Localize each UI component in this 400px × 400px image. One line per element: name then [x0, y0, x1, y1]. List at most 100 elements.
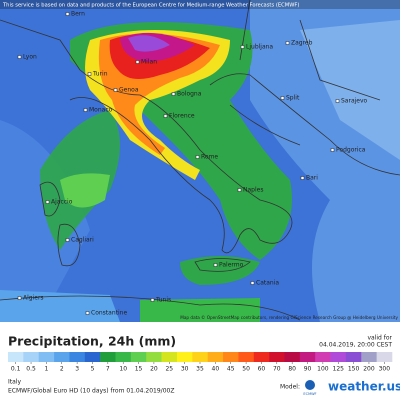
tick-label: 0.5 — [26, 366, 36, 373]
color-swatch — [23, 352, 40, 362]
tick-label: 90 — [304, 366, 312, 373]
city-label: Bari — [306, 175, 318, 182]
map-attribution: Map data © OpenStreetMap contributors, r… — [180, 315, 398, 320]
city-marker — [195, 155, 200, 159]
model-label: Model: — [280, 384, 300, 391]
color-swatch — [130, 352, 147, 362]
city-label: Ajaccio — [51, 199, 73, 206]
service-notice: This service is based on data and produc… — [2, 3, 299, 9]
city-marker — [17, 296, 22, 300]
provider-logo — [305, 380, 315, 390]
city-label: Monaco — [89, 107, 113, 114]
color-swatch — [376, 352, 393, 362]
tick-label: 7 — [106, 366, 110, 373]
brand[interactable]: weather.us — [328, 380, 400, 394]
color-swatch — [8, 352, 24, 362]
precip-area — [128, 35, 170, 52]
color-swatch — [345, 352, 362, 362]
city-marker — [285, 41, 290, 45]
tick-label: 300 — [379, 366, 391, 373]
city-marker — [83, 108, 88, 112]
valid-time: 04.04.2019, 20:00 CEST — [319, 342, 392, 349]
city-label: Lyon — [23, 54, 37, 61]
color-swatch — [161, 352, 178, 362]
tick-label: 150 — [348, 366, 360, 373]
model-run: ECMWF/Global Euro HD (10 days) from 01.0… — [8, 388, 174, 395]
notice-bar — [0, 0, 400, 9]
precip-area — [0, 290, 120, 322]
tick-label: 125 — [333, 366, 345, 373]
region: Italy — [8, 379, 21, 386]
city-label: Bologna — [177, 91, 202, 98]
color-swatch — [69, 352, 86, 362]
color-swatch — [315, 352, 331, 362]
coastlines — [0, 0, 400, 321]
city-marker — [113, 88, 118, 92]
city-marker — [45, 200, 50, 204]
city-label: Constantine — [91, 310, 127, 317]
city-marker — [150, 298, 155, 302]
color-swatch — [238, 352, 255, 362]
city-label: Tunis — [155, 297, 171, 304]
city-marker — [280, 96, 285, 100]
city-marker — [335, 99, 340, 103]
city-marker — [240, 45, 245, 49]
tick-label: 5 — [91, 366, 95, 373]
city-marker — [171, 92, 176, 96]
tick-label: 45 — [227, 366, 235, 373]
city-labels: Lyon Bern Milan Turin Genoa Monaco Bologna Flor… — [17, 11, 368, 317]
colorbar: 0.1 0.5 1 2 3 5 7 10 15 20 25 30 35 40 45 50 60 70 80 90 100… — [8, 352, 393, 373]
color-swatch — [115, 352, 132, 362]
tick-label: 3 — [75, 366, 79, 373]
color-swatch — [361, 352, 377, 362]
color-swatch — [84, 352, 101, 362]
precip-area — [60, 173, 110, 208]
tick-label: 0.1 — [11, 366, 21, 373]
city-label: Sarajevo — [341, 98, 368, 105]
legend-title: Precipitation, 24h (mm) — [8, 334, 176, 349]
city-label: Split — [286, 95, 300, 102]
city-label: Zagreb — [291, 40, 313, 47]
tick-label: 70 — [273, 366, 281, 373]
color-swatch — [54, 352, 70, 362]
color-swatch — [192, 352, 208, 362]
city-label: Palermo — [219, 262, 244, 269]
tick-label: 15 — [135, 366, 143, 373]
valid-label: valid for — [367, 335, 392, 342]
tick-label: 80 — [288, 366, 296, 373]
tick-label: 30 — [181, 366, 189, 373]
color-swatch — [207, 352, 224, 362]
city-label: Genoa — [119, 87, 139, 94]
city-label: Algiers — [23, 295, 44, 302]
color-swatch — [38, 352, 55, 362]
city-marker — [163, 114, 168, 118]
color-swatch — [330, 352, 347, 362]
city-label: Milan — [141, 59, 157, 66]
city-label: Florence — [169, 113, 195, 120]
city-marker — [65, 238, 70, 242]
tick-label: 60 — [258, 366, 266, 373]
city-label: Podgorica — [336, 147, 366, 154]
color-swatch — [100, 352, 116, 362]
color-swatch — [223, 352, 239, 362]
city-marker — [135, 60, 140, 64]
city-marker — [85, 311, 90, 315]
city-label: Ljubljana — [246, 44, 273, 51]
tick-label: 100 — [317, 366, 329, 373]
tick-label: 40 — [212, 366, 220, 373]
tick-label: 200 — [363, 366, 375, 373]
color-swatch — [146, 352, 162, 362]
color-swatch — [284, 352, 301, 362]
tick-label: 2 — [60, 366, 64, 373]
city-label: Turin — [92, 71, 108, 78]
city-marker — [330, 148, 335, 152]
color-swatch — [269, 352, 285, 362]
city-marker — [237, 188, 242, 192]
city-marker — [300, 176, 305, 180]
provider: ECMWF — [303, 392, 316, 396]
city-marker — [17, 55, 22, 59]
city-marker — [250, 281, 255, 285]
tick-label: 20 — [150, 366, 158, 373]
